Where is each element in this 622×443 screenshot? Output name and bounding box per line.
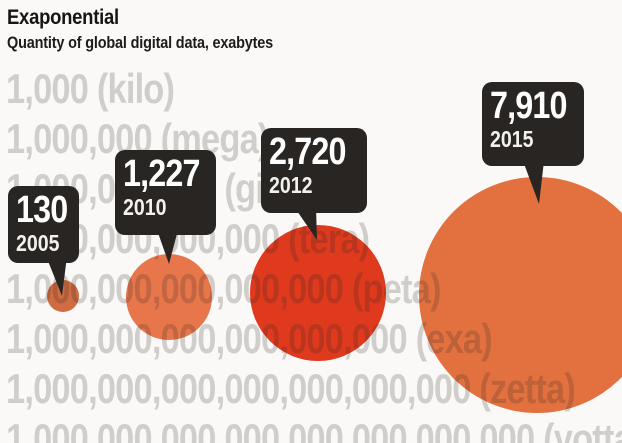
scale-row-exa: 1,000,000,000,000,000,000 (exa) [6, 315, 493, 362]
callout-pointer-2005 [46, 256, 67, 296]
callout-pointer-2012 [295, 208, 317, 240]
callout-value-2015: 7,910 [490, 85, 567, 127]
callout-year-2005: 2005 [16, 230, 60, 256]
bubble-2012 [250, 225, 386, 361]
callout-year-2010: 2010 [123, 194, 167, 220]
callout-value-2010: 1,227 [123, 153, 200, 195]
callout-pointer-2010 [157, 230, 178, 264]
scale-row-yotta: 1,000,000,000,000,000,000,000,000 (yotta… [6, 415, 622, 443]
callout-2012: 2,720 2012 [261, 128, 367, 213]
callout-value-2005: 130 [16, 189, 68, 231]
callout-year-2015: 2015 [490, 126, 534, 152]
bubble-2015 [419, 177, 622, 413]
page-subtitle: Quantity of global digital data, exabyte… [7, 33, 274, 52]
callout-2015: 7,910 2015 [482, 82, 584, 166]
callout-2005: 130 2005 [8, 186, 79, 263]
scale-row-peta: 1,000,000,000,000,000 (peta) [6, 265, 441, 312]
callout-year-2012: 2012 [269, 172, 313, 198]
bubble-2010 [126, 254, 212, 340]
page-title: Exaponential [7, 6, 119, 29]
scale-row-zetta: 1,000,000,000,000,000,000,000 (zetta) [6, 365, 576, 412]
callout-value-2012: 2,720 [269, 131, 346, 173]
callout-pointer-2015 [523, 161, 544, 204]
callout-2010: 1,227 2010 [115, 150, 216, 235]
scale-row-kilo: 1,000 (kilo) [6, 65, 175, 112]
